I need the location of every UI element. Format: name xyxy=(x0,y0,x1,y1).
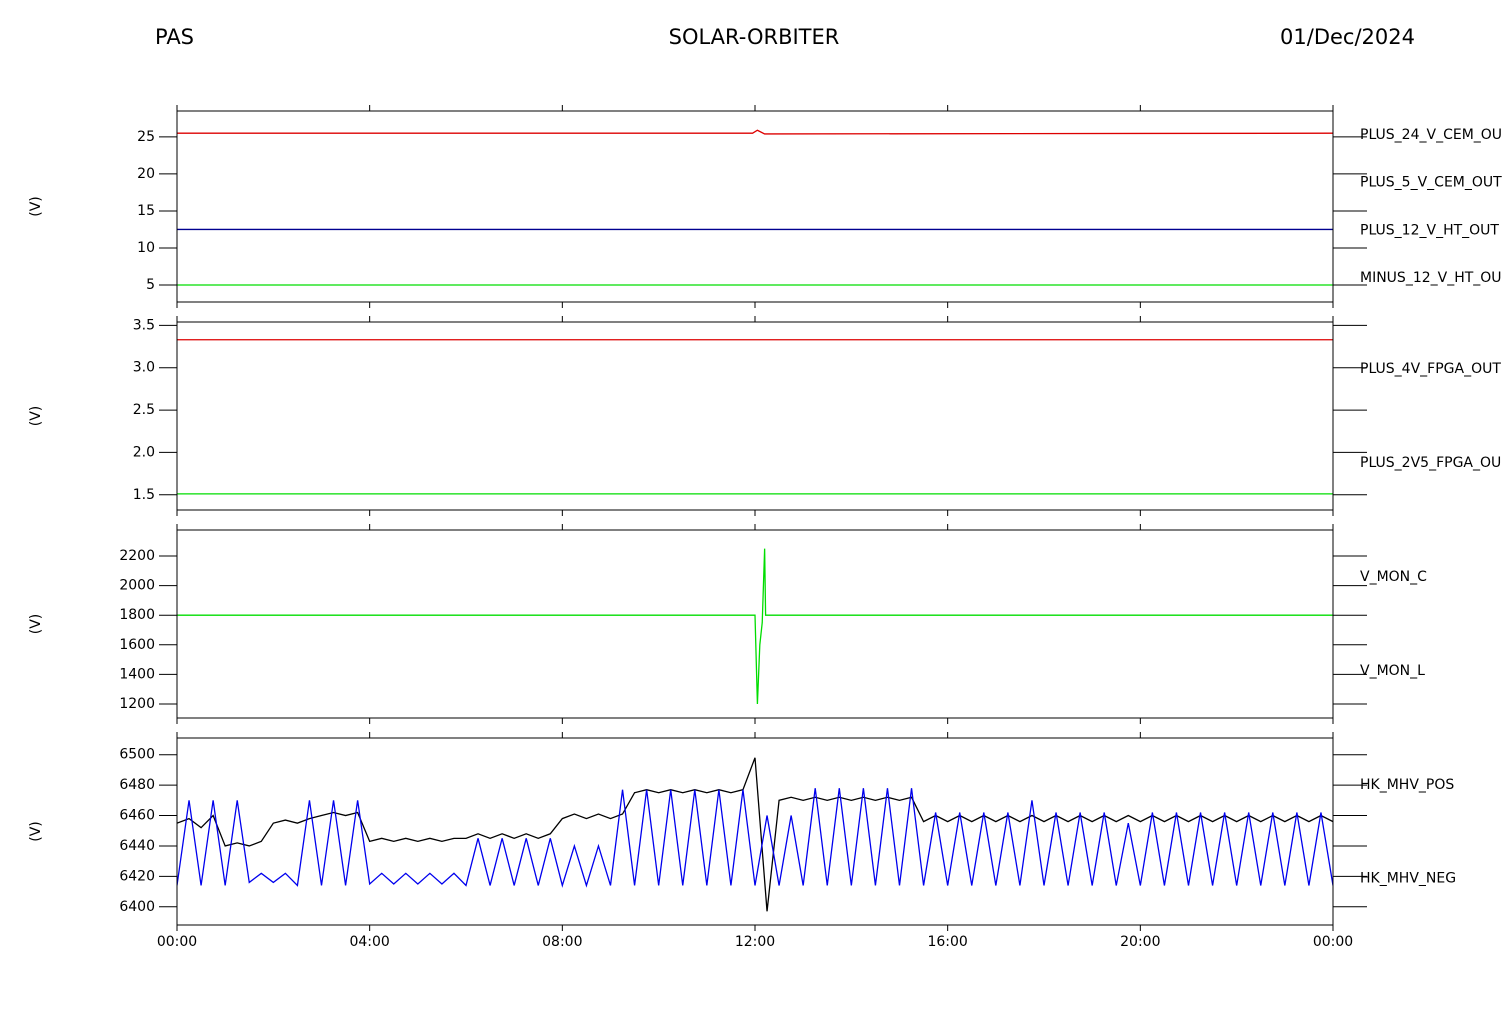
header-left: PAS xyxy=(155,25,194,49)
x-tick-label: 20:00 xyxy=(1120,934,1160,950)
legend-label: PLUS_2V5_FPGA_OU xyxy=(1360,455,1501,471)
y-axis-label: (V) xyxy=(28,406,44,427)
y-tick-label: 6500 xyxy=(119,747,155,763)
y-tick-label: 6480 xyxy=(119,777,155,793)
y-tick-label: 1800 xyxy=(119,607,155,623)
y-tick-label: 15 xyxy=(137,203,155,219)
x-tick-label: 04:00 xyxy=(349,934,389,950)
y-axis-label: (V) xyxy=(28,196,44,217)
y-tick-label: 10 xyxy=(137,240,155,256)
plot-frame xyxy=(176,321,1334,511)
legend-label: V_MON_C xyxy=(1360,569,1427,585)
legend-label: HK_MHV_NEG xyxy=(1360,870,1456,886)
series-line xyxy=(177,129,1333,135)
y-axis-label: (V) xyxy=(28,821,44,842)
y-tick-label: 6420 xyxy=(119,868,155,884)
header-date: 01/Dec/2024 xyxy=(1280,25,1415,49)
series-line xyxy=(177,788,1333,888)
legend-label: V_MON_L xyxy=(1360,663,1425,679)
y-tick-label: 2.0 xyxy=(133,444,155,460)
y-axis-label: (V) xyxy=(28,614,44,635)
legend-label: PLUS_24_V_CEM_OU xyxy=(1360,127,1502,143)
plot-frame xyxy=(176,110,1334,303)
legend-label: MINUS_12_V_HT_OU xyxy=(1360,270,1502,286)
legend-label: HK_MHV_POS xyxy=(1360,777,1454,793)
y-tick-label: 6460 xyxy=(119,808,155,824)
y-tick-label: 1400 xyxy=(119,666,155,682)
y-tick-label: 1200 xyxy=(119,696,155,712)
y-tick-label: 3.0 xyxy=(133,360,155,376)
y-tick-label: 2.5 xyxy=(133,402,155,418)
legend-label: PLUS_5_V_CEM_OUT xyxy=(1360,175,1502,191)
x-tick-label: 08:00 xyxy=(542,934,582,950)
y-tick-label: 20 xyxy=(137,166,155,182)
y-tick-label: 1600 xyxy=(119,637,155,653)
header-title: SOLAR-ORBITER xyxy=(669,25,840,49)
y-tick-label: 6440 xyxy=(119,838,155,854)
x-tick-label: 00:00 xyxy=(157,934,197,950)
y-tick-label: 6400 xyxy=(119,899,155,915)
y-tick-label: 3.5 xyxy=(133,317,155,333)
legend-label: PLUS_4V_FPGA_OUT xyxy=(1360,361,1501,377)
y-tick-label: 5 xyxy=(146,277,155,293)
x-tick-label: 12:00 xyxy=(735,934,775,950)
x-tick-label: 16:00 xyxy=(927,934,967,950)
y-tick-label: 2000 xyxy=(119,578,155,594)
series-line xyxy=(177,757,1333,912)
x-tick-label: 00:00 xyxy=(1313,934,1353,950)
y-tick-label: 2200 xyxy=(119,548,155,564)
y-tick-label: 1.5 xyxy=(133,487,155,503)
legend-label: PLUS_12_V_HT_OUT xyxy=(1360,222,1499,238)
y-tick-label: 25 xyxy=(137,129,155,145)
series-line xyxy=(177,548,1333,704)
